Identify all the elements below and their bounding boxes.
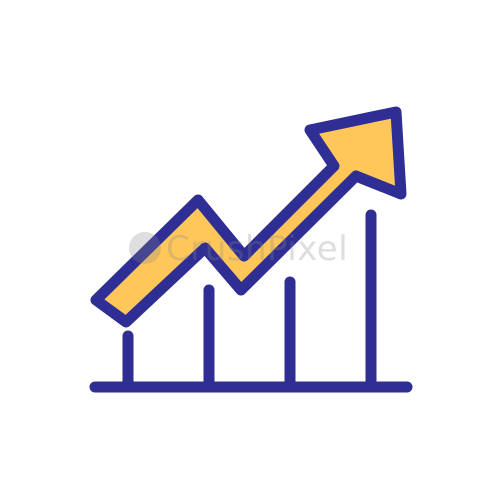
- rising-arrow-icon: [90, 106, 407, 328]
- watermark-text: CrushPixel: [166, 229, 348, 269]
- watermark-logo-icon: [129, 232, 161, 264]
- watermark: CrushPixel: [129, 229, 348, 269]
